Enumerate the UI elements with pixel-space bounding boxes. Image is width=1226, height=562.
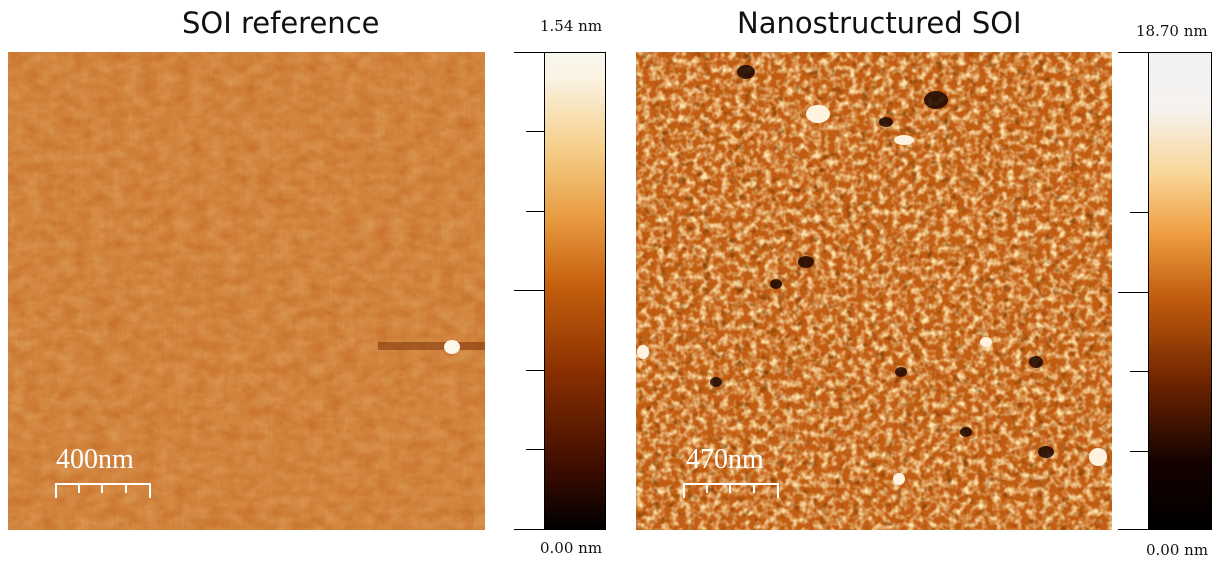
left-colorbar-tick <box>514 290 544 291</box>
right-afm-image: 470nm <box>636 52 1112 530</box>
right-panel-title: Nanostructured SOI <box>737 6 1022 40</box>
left-panel-title: SOI reference <box>182 6 380 40</box>
left-scale-bar-label: 400nm <box>56 444 134 475</box>
streak-defect <box>378 342 485 350</box>
right-scale-bar-label: 470nm <box>686 444 764 475</box>
particle-defect <box>444 340 460 354</box>
left-colorbar-tick <box>526 211 544 212</box>
right-colorbar-min-label: 0.00 nm <box>1146 541 1209 559</box>
left-colorbar-max-label: 1.54 nm <box>540 17 603 35</box>
left-colorbar-tick <box>526 131 544 132</box>
right-colorbar-tick <box>1118 529 1148 530</box>
left-colorbar <box>544 52 606 530</box>
right-colorbar-max-label: 18.70 nm <box>1136 22 1208 40</box>
right-colorbar-tick <box>1130 451 1148 452</box>
right-colorbar-tick <box>1118 52 1148 53</box>
left-colorbar-min-label: 0.00 nm <box>540 539 603 557</box>
left-afm-image: 400nm <box>8 52 485 530</box>
right-scale-bar <box>683 483 779 498</box>
left-colorbar-tick <box>514 52 544 53</box>
left-colorbar-tick <box>526 370 544 371</box>
right-colorbar-tick <box>1118 292 1148 293</box>
right-colorbar-tick <box>1130 212 1148 213</box>
left-colorbar-tick <box>514 529 544 530</box>
left-scale-bar <box>55 483 151 498</box>
right-colorbar <box>1148 52 1212 530</box>
right-colorbar-tick <box>1130 371 1148 372</box>
left-colorbar-tick <box>526 449 544 450</box>
